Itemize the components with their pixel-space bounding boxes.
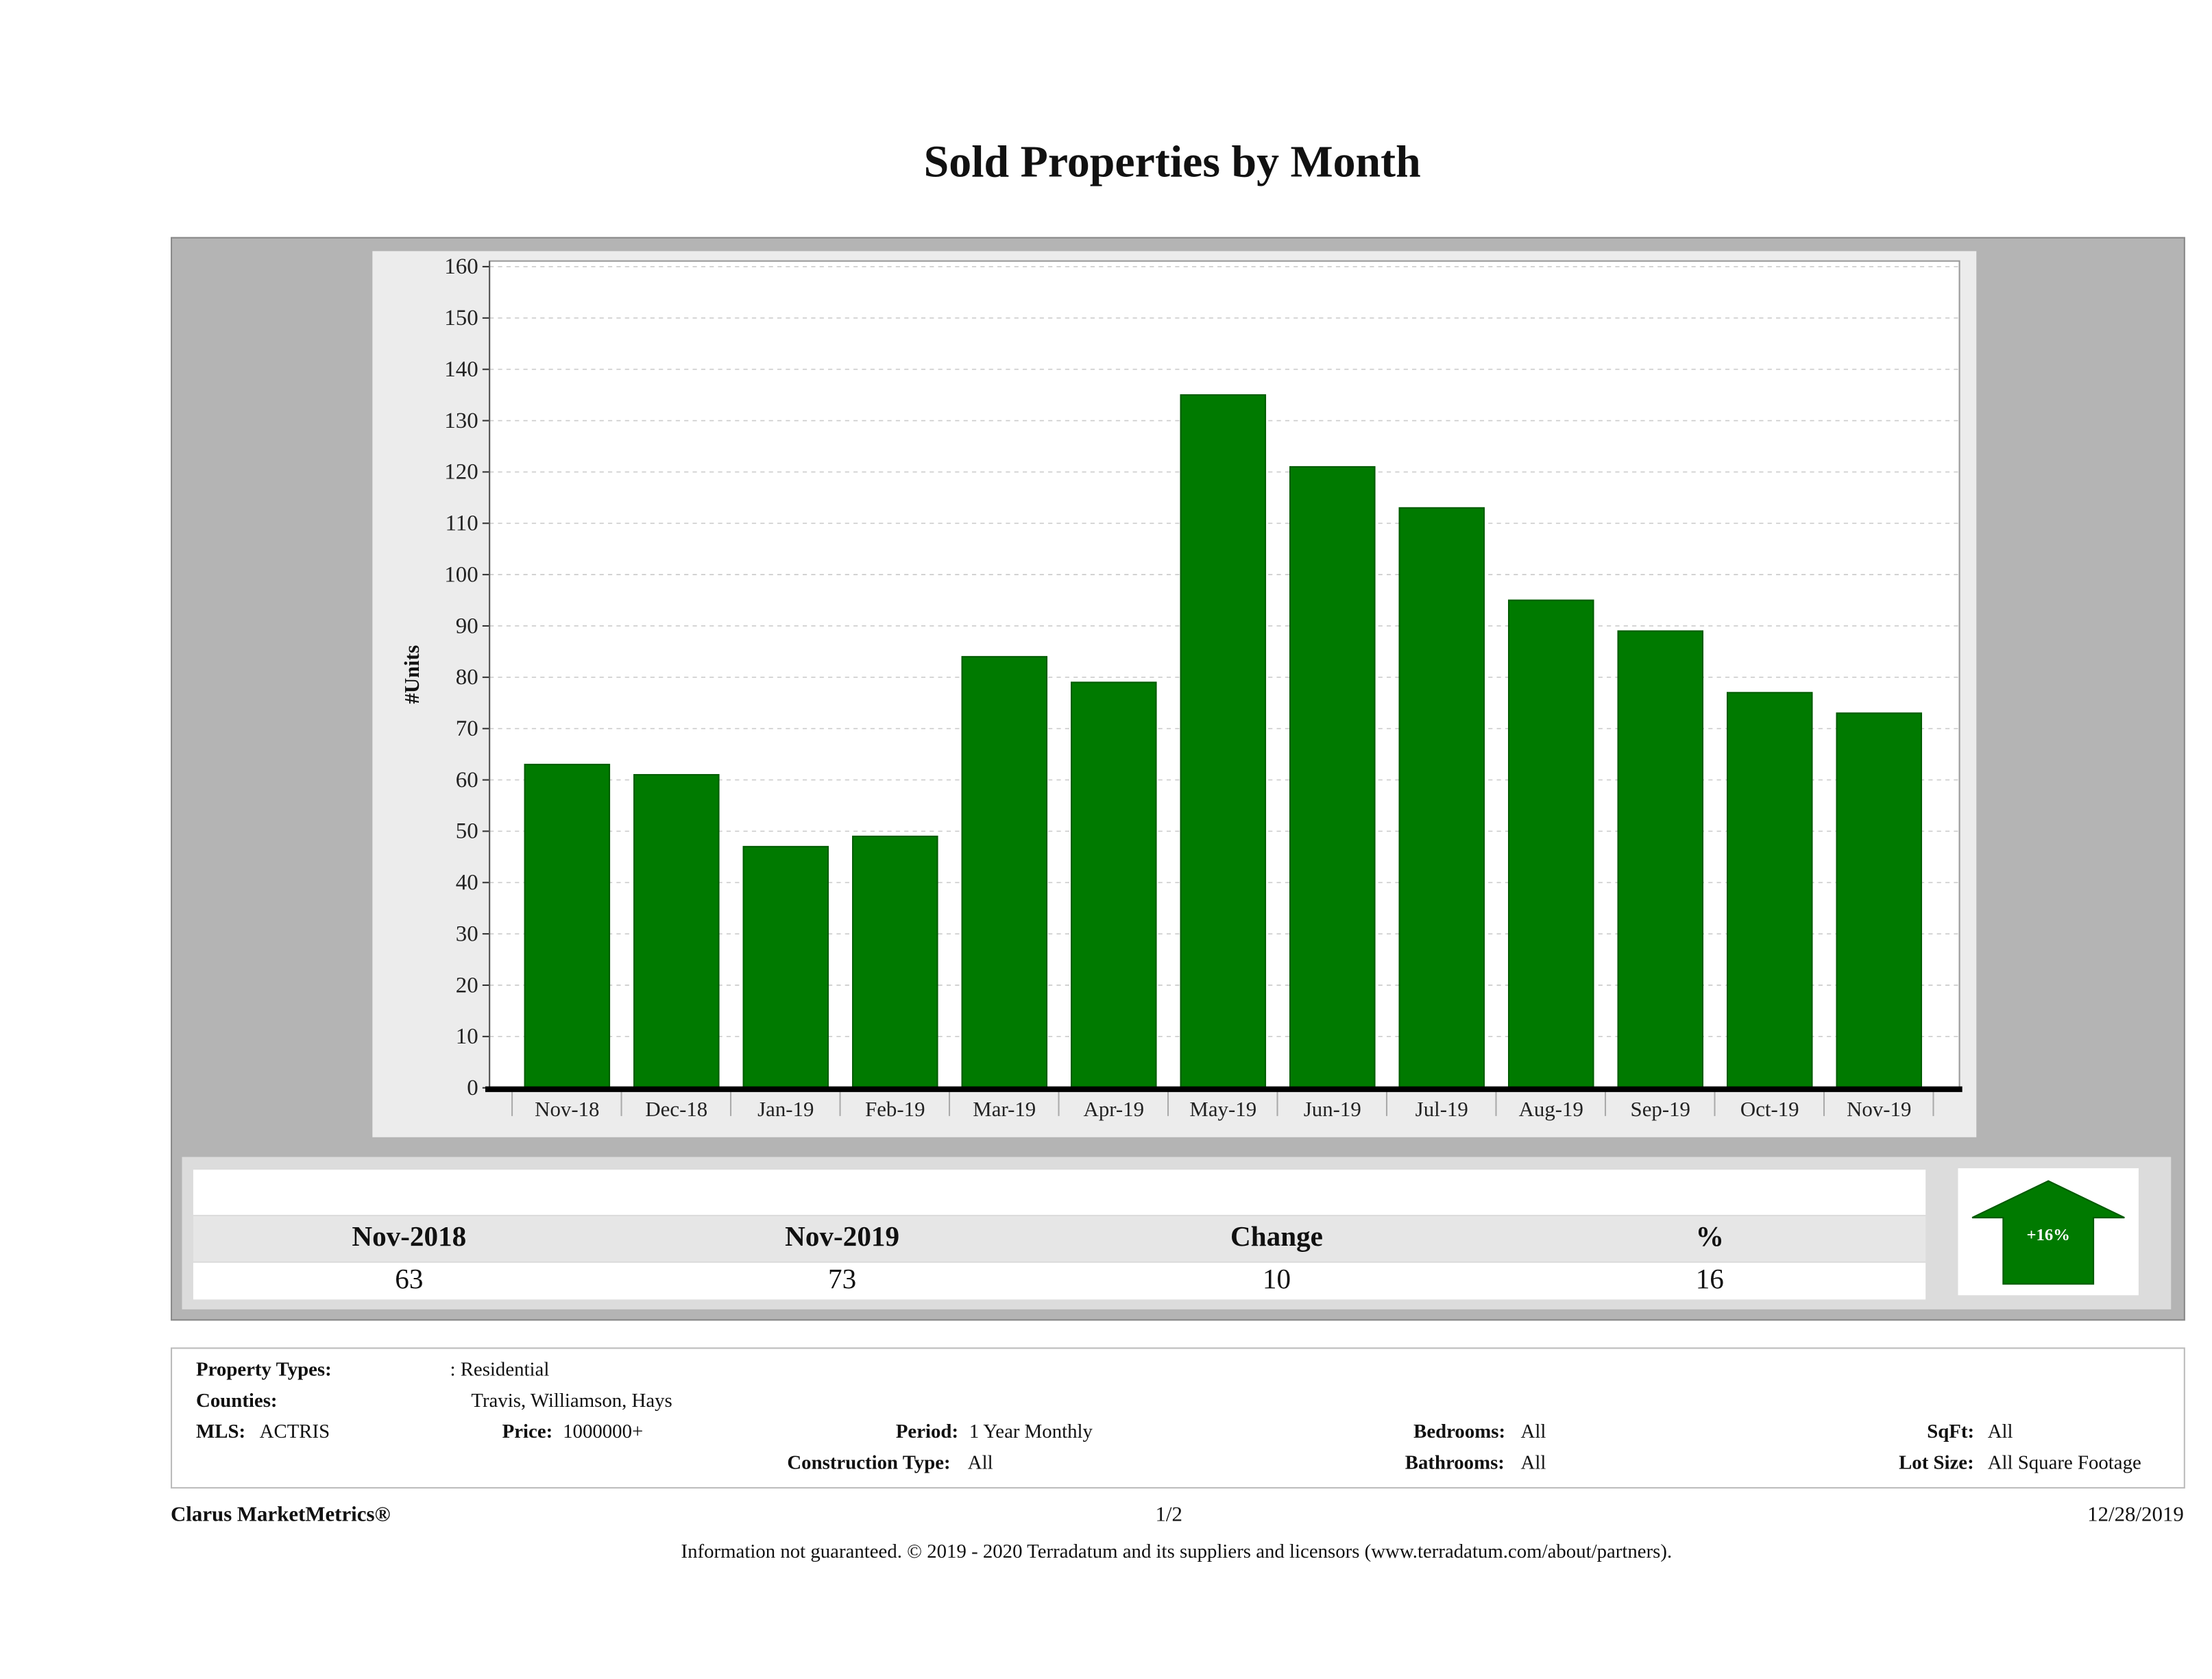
y-tick-label: 150 [444, 306, 478, 330]
bar-Jan-19 [742, 845, 829, 1089]
bar-Apr-19 [1071, 681, 1157, 1089]
x-tick-label: Nov-19 [1847, 1097, 1911, 1121]
summary-value-row: 63 73 10 16 [193, 1262, 1926, 1300]
x-tick-label: Apr-19 [1084, 1097, 1145, 1121]
header-end-month: Nov-2019 [785, 1222, 900, 1253]
y-tick-label: 70 [456, 716, 478, 741]
y-tick-label: 20 [456, 973, 478, 998]
x-tick-label: Jan-19 [757, 1097, 814, 1121]
bar-Jun-19 [1289, 466, 1376, 1089]
y-tick-label: 40 [456, 871, 478, 895]
construction-label: Construction Type: [787, 1453, 951, 1475]
x-tick-label: Jun-19 [1304, 1097, 1361, 1121]
header-change: Change [1230, 1222, 1323, 1253]
x-tick-label: Feb-19 [865, 1097, 925, 1121]
summary-header-row: Nov-2018 Nov-2019 Change % [193, 1216, 1926, 1261]
y-tick-label: 0 [467, 1076, 478, 1100]
y-tick-label: 30 [456, 921, 478, 946]
summary-blank-row [193, 1170, 1926, 1215]
property-types-label: Property Types: [196, 1360, 332, 1381]
bar-Nov-18 [524, 764, 611, 1089]
bedrooms-label: Bedrooms: [1413, 1422, 1506, 1444]
sqft-value: All [1987, 1422, 2013, 1444]
x-tick-label: Jul-19 [1415, 1097, 1468, 1121]
y-tick-label: 160 [444, 254, 478, 279]
y-tick-label: 10 [456, 1024, 478, 1049]
y-tick-label: 60 [456, 768, 478, 793]
page-title: Sold Properties by Month [923, 135, 1421, 186]
report-date: 12/28/2019 [2087, 1503, 2184, 1527]
header-start-month: Nov-2018 [352, 1222, 467, 1253]
x-tick-label: Aug-19 [1519, 1097, 1583, 1121]
x-tick-label: Dec-18 [645, 1097, 707, 1121]
header-percent: % [1695, 1222, 1724, 1253]
bar-Oct-19 [1726, 692, 1813, 1089]
bathrooms-label: Bathrooms: [1405, 1453, 1505, 1475]
bar-Dec-18 [633, 774, 720, 1089]
y-tick-label: 80 [456, 665, 478, 690]
bar-May-19 [1180, 394, 1267, 1089]
counties-value: Travis, Williamson, Hays [471, 1391, 672, 1413]
price-value: 1000000+ [563, 1422, 644, 1444]
bathrooms-value: All [1520, 1453, 1546, 1475]
y-axis-label: #Units [400, 645, 424, 704]
period-label: Period: [895, 1422, 959, 1444]
y-tick-label: 130 [444, 409, 478, 433]
x-tick-label: Nov-18 [535, 1097, 599, 1121]
bedrooms-value: All [1520, 1422, 1546, 1444]
value-start-month: 63 [395, 1264, 424, 1296]
change-badge: +16% [1958, 1168, 2139, 1296]
counties-label: Counties: [196, 1391, 278, 1413]
y-tick-label: 140 [444, 357, 478, 382]
change-badge-label: +16% [2026, 1224, 2070, 1245]
bar-Jul-19 [1398, 507, 1485, 1089]
bar-Mar-19 [961, 655, 1048, 1089]
price-label: Price: [502, 1422, 553, 1444]
brand-name: Clarus MarketMetrics® [171, 1503, 391, 1527]
lotsize-value: All Square Footage [1987, 1453, 2141, 1475]
mls-value: ACTRIS [259, 1422, 330, 1444]
sqft-label: SqFt: [1927, 1422, 1975, 1444]
bar-Aug-19 [1508, 599, 1594, 1089]
bar-chart: 0 10 20 30 40 50 60 70 80 90 100 110 120 130 140 150 160… [400, 254, 1962, 1121]
y-tick-label: 90 [456, 614, 478, 638]
y-tick-label: 50 [456, 819, 478, 844]
x-tick-label: Mar-19 [973, 1097, 1036, 1121]
x-tick-label: Sep-19 [1631, 1097, 1690, 1121]
y-tick-label: 100 [444, 562, 478, 587]
value-percent: 16 [1695, 1264, 1724, 1296]
y-tick-label: 110 [446, 511, 478, 536]
x-tick-label: May-19 [1189, 1097, 1256, 1121]
lotsize-label: Lot Size: [1899, 1453, 1974, 1475]
value-change: 10 [1262, 1264, 1291, 1296]
mls-label: MLS: [196, 1422, 246, 1444]
y-tick-label: 120 [444, 460, 478, 485]
up-arrow-icon [1971, 1180, 2125, 1285]
criteria-box: Property Types: : Residential Counties: … [171, 1347, 2185, 1489]
page-number: 1/2 [1155, 1503, 1182, 1527]
bar-Sep-19 [1617, 630, 1704, 1089]
disclaimer: Information not guaranteed. © 2019 - 202… [681, 1542, 1673, 1564]
period-value: 1 Year Monthly [969, 1422, 1093, 1444]
value-end-month: 73 [828, 1264, 857, 1296]
construction-value: All [967, 1453, 993, 1475]
property-types-value: : Residential [450, 1360, 550, 1381]
bar-Feb-19 [852, 835, 938, 1089]
bar-Nov-19 [1836, 712, 1923, 1089]
x-tick-label: Oct-19 [1740, 1097, 1799, 1121]
